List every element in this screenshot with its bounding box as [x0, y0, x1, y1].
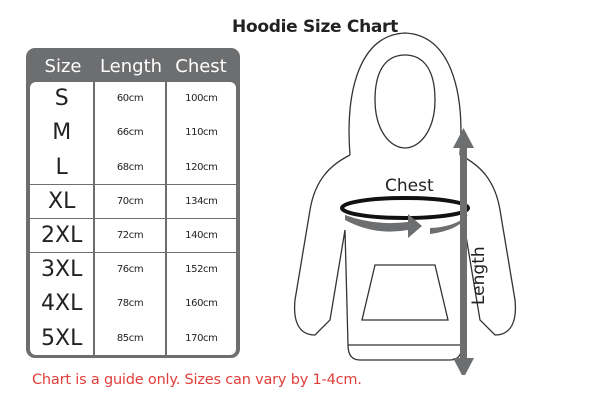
table-row: 5XL 85cm 170cm — [30, 321, 236, 355]
hood-outline — [348, 32, 462, 156]
cell-chest: 170cm — [166, 321, 236, 355]
header-size: Size — [44, 55, 82, 77]
cell-length: 85cm — [95, 321, 165, 355]
cell-size: S — [30, 82, 94, 116]
length-label: Length — [469, 246, 489, 305]
header-chest: Chest — [175, 55, 227, 77]
table-row: 2XL 72cm 140cm — [30, 218, 236, 253]
cell-chest: 100cm — [166, 82, 236, 116]
cell-chest: 140cm — [166, 218, 236, 253]
table-row: 4XL 78cm 160cm — [30, 287, 236, 321]
cell-length: 76cm — [95, 252, 165, 287]
cell-chest: 160cm — [166, 287, 236, 321]
cell-size: 4XL — [30, 287, 94, 321]
cell-chest: 134cm — [166, 184, 236, 219]
cell-length: 60cm — [95, 82, 165, 116]
cell-length: 72cm — [95, 218, 165, 253]
chest-arrow-right — [430, 215, 468, 234]
cell-size: XL — [30, 184, 94, 219]
pocket — [361, 264, 449, 321]
cell-size: 2XL — [30, 218, 94, 253]
chart-title: Hoodie Size Chart — [232, 17, 398, 37]
cell-chest: 110cm — [166, 116, 236, 150]
table-row: XL 70cm 134cm — [30, 184, 236, 219]
chest-arrow-left — [345, 214, 422, 238]
body-outline — [293, 154, 517, 361]
hood-opening — [374, 54, 436, 149]
table-row: S 60cm 100cm — [30, 82, 236, 116]
table-row: 3XL 76cm 152cm — [30, 252, 236, 287]
cell-chest: 120cm — [166, 150, 236, 184]
table-row: L 68cm 120cm — [30, 150, 236, 184]
cell-size: 5XL — [30, 321, 94, 355]
table-header: Size Length Chest — [30, 50, 236, 82]
cell-length: 66cm — [95, 116, 165, 150]
table-row: M 66cm 110cm — [30, 116, 236, 150]
length-arrow — [453, 128, 474, 375]
cell-length: 70cm — [95, 184, 165, 219]
cell-length: 78cm — [95, 287, 165, 321]
cell-size: 3XL — [30, 252, 94, 287]
header-length: Length — [99, 55, 163, 77]
cell-size: M — [30, 116, 94, 150]
disclaimer-note: Chart is a guide only. Sizes can vary by… — [32, 372, 362, 388]
hoodie-diagram: Chest Length — [293, 32, 517, 375]
size-table: Size Length Chest S 60cm 100cm M 66cm 110cm L 6… — [26, 48, 240, 358]
chest-ellipse — [340, 196, 470, 220]
chest-label: Chest — [385, 176, 434, 196]
cell-length: 68cm — [95, 150, 165, 184]
cell-chest: 152cm — [166, 252, 236, 287]
cell-size: L — [30, 150, 94, 184]
